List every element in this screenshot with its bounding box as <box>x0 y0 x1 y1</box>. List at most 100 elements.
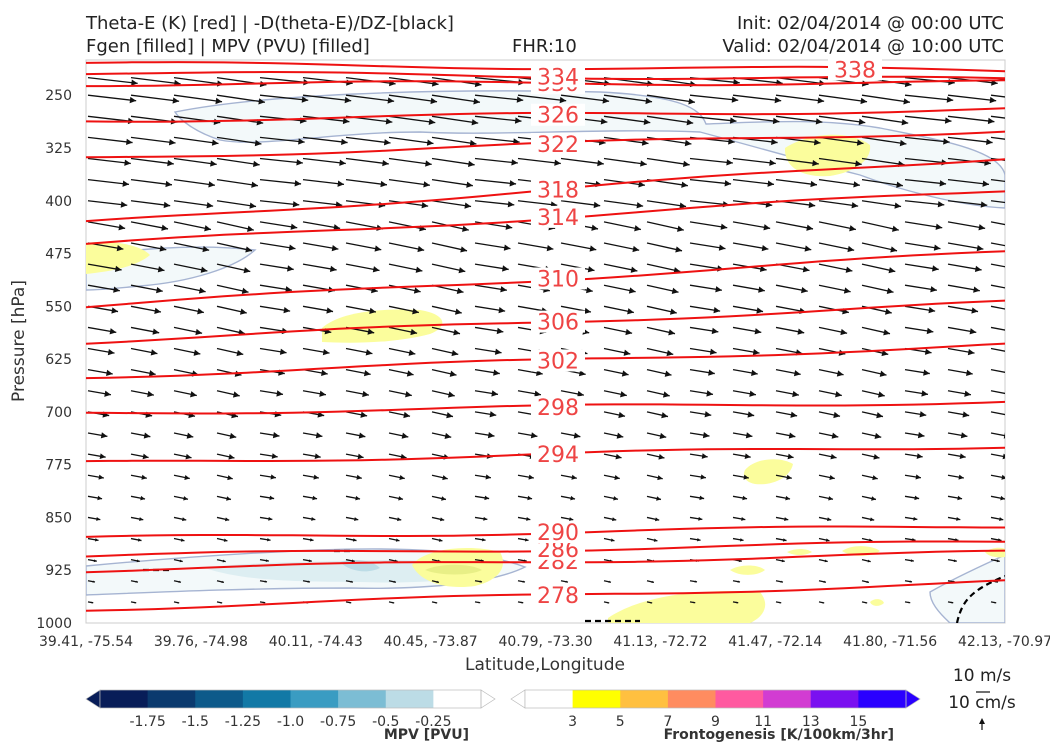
wind-vector-head <box>620 391 627 398</box>
wind-vector-shaft <box>775 221 814 230</box>
wind-vector-head <box>167 159 174 167</box>
wind-vector-head <box>270 474 276 480</box>
wind-vector-head <box>466 181 473 188</box>
contour-label-298: 298 <box>537 396 579 421</box>
wind-vector-head <box>756 307 764 314</box>
wind-vector-head <box>106 369 113 377</box>
wind-vector-head <box>210 160 217 167</box>
filled-region <box>730 565 765 575</box>
wind-vector-head <box>380 180 387 188</box>
wind-vector-head <box>406 370 414 377</box>
wind-vector-head <box>986 138 993 146</box>
wind-vector-shaft <box>388 157 432 166</box>
wind-vector-shaft <box>259 157 303 164</box>
wind-vector-head <box>711 327 719 335</box>
wind-vector-head <box>382 159 389 167</box>
colorbar-swatch <box>242 690 291 708</box>
wind-vector-shaft <box>345 178 388 186</box>
wind-vector-head <box>1011 349 1018 355</box>
wind-vector-shaft <box>990 200 1005 204</box>
wind-vector-head <box>268 516 273 521</box>
wind-vector-head <box>643 118 651 125</box>
contour-label-318: 318 <box>537 178 579 203</box>
wind-vector-head <box>957 495 963 501</box>
wind-vector-head <box>679 202 687 209</box>
wind-vector-shaft <box>130 221 169 230</box>
wind-vector-head <box>349 601 352 604</box>
wind-vector-head <box>704 411 712 418</box>
wind-vector-head <box>657 475 663 481</box>
wind-vector-shaft <box>861 178 903 187</box>
wind-vector-head <box>702 432 710 439</box>
wind-vector-head <box>1016 287 1023 293</box>
wind-vector-head <box>195 328 203 336</box>
wind-vector-head <box>206 202 214 209</box>
colorbar-swatch <box>290 690 339 708</box>
wind-vector-head <box>456 287 464 294</box>
colorbar-tick-label: -1.0 <box>277 714 304 730</box>
wind-vector-head <box>681 181 688 188</box>
wind-vector-head <box>311 516 316 521</box>
wind-vector-head <box>502 265 509 272</box>
contour-label-bg <box>531 205 585 228</box>
wind-vector-head <box>139 517 144 522</box>
wind-vector-head <box>193 349 201 356</box>
wind-vector-head <box>412 308 419 315</box>
wind-vector-head <box>159 245 167 252</box>
wind-vector-head <box>190 391 197 398</box>
wind-vector-shaft <box>87 76 138 84</box>
filled-region <box>743 459 793 485</box>
colorbar-extend-left <box>510 689 526 709</box>
wind-vector-head <box>871 496 876 501</box>
wind-vector-head <box>600 118 608 125</box>
wind-vector-head <box>654 517 660 522</box>
wind-vector-shaft <box>130 76 181 85</box>
contour-label-bg <box>531 443 585 466</box>
wind-vector-head <box>479 580 483 583</box>
wind-vector-head <box>243 267 251 274</box>
wind-vector-head <box>276 390 284 397</box>
wind-vector-head <box>478 601 481 604</box>
wind-vector-head <box>779 601 782 604</box>
wind-vector-shaft <box>861 157 905 166</box>
wind-vector-head <box>817 97 825 104</box>
wind-vector-shaft <box>259 221 298 229</box>
wind-vector-shaft <box>259 178 302 185</box>
wind-vector-head <box>953 559 957 563</box>
wind-vector-head <box>708 369 715 376</box>
wind-vector-head <box>107 348 115 356</box>
contour-label-bg <box>531 584 585 607</box>
wind-vector-head <box>718 244 726 251</box>
wind-vector-head <box>395 538 400 542</box>
wind-vector-shaft <box>818 178 861 186</box>
wind-vector-head <box>469 139 477 147</box>
wind-vector-head <box>521 601 524 604</box>
x-axis-label: Latitude,Longitude <box>465 655 625 675</box>
wind-vector-head <box>873 454 880 460</box>
wind-vector-head <box>801 286 808 294</box>
wind-vector-head <box>415 266 423 273</box>
wind-vector-head <box>503 244 511 251</box>
y-tick-label: 625 <box>45 352 72 368</box>
wind-vector-head <box>1007 391 1014 397</box>
wind-vector-head <box>279 348 287 355</box>
wind-vector-shaft <box>87 157 131 165</box>
wind-vector-shaft <box>259 94 309 101</box>
wind-vector-shaft <box>603 94 653 103</box>
wind-vector-head <box>877 391 885 398</box>
wind-vector-head <box>182 517 187 522</box>
wind-vector-shaft <box>947 115 995 123</box>
wind-vector-head <box>860 97 868 105</box>
wind-vector-head <box>150 349 158 356</box>
wind-vector-shaft <box>990 263 1005 268</box>
y-tick-label: 550 <box>45 299 72 315</box>
colorbar-swatch <box>525 690 574 708</box>
contour-label-306: 306 <box>537 311 579 336</box>
wind-vector-head <box>771 138 778 146</box>
wind-vector-head <box>769 159 776 166</box>
wind-vector-head <box>385 118 393 125</box>
wind-vector-head <box>423 181 430 188</box>
wind-vector-head <box>713 306 721 314</box>
wind-vector-head <box>283 306 291 314</box>
wind-vector-shaft <box>861 94 911 103</box>
